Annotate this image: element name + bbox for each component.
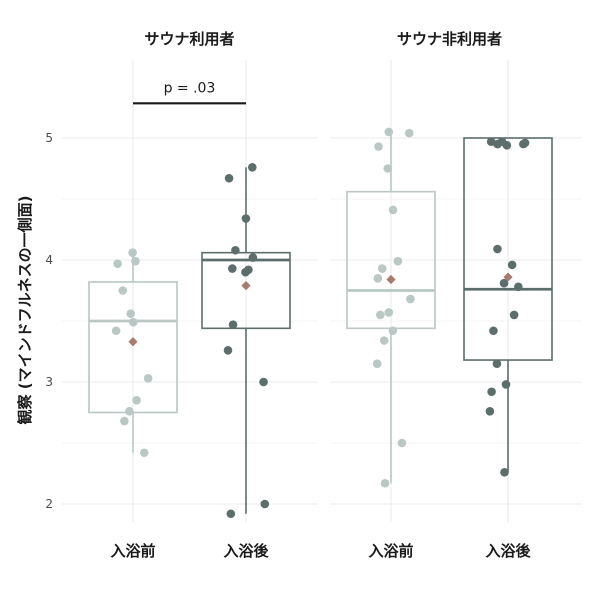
data-point xyxy=(489,326,498,336)
data-point xyxy=(379,336,389,345)
data-point xyxy=(373,274,383,283)
data-point xyxy=(231,245,240,255)
mean-marker xyxy=(386,274,396,285)
data-point xyxy=(487,387,496,397)
data-point xyxy=(118,286,128,295)
mark-layer xyxy=(88,102,553,519)
data-point xyxy=(241,267,250,277)
data-point xyxy=(260,499,270,509)
data-point xyxy=(374,142,383,151)
facet-title: サウナ非利用者 xyxy=(397,30,502,48)
box xyxy=(463,137,553,361)
x-tick-label: 入浴後 xyxy=(223,542,269,560)
data-point xyxy=(248,253,258,262)
data-point xyxy=(485,406,495,416)
data-point xyxy=(128,248,137,257)
data-point xyxy=(492,359,502,369)
data-point xyxy=(384,308,394,317)
data-point xyxy=(384,127,394,137)
data-point xyxy=(139,448,149,458)
y-tick-label: 5 xyxy=(45,131,53,145)
data-point xyxy=(224,173,234,183)
data-point xyxy=(509,310,519,320)
significance-label: p = .03 xyxy=(164,80,216,96)
data-point xyxy=(499,278,509,288)
data-point xyxy=(376,310,385,320)
data-point xyxy=(111,326,121,336)
data-point xyxy=(128,317,138,327)
data-point xyxy=(393,256,403,266)
y-tick-label: 3 xyxy=(45,375,53,389)
data-point xyxy=(120,416,129,426)
data-point xyxy=(388,205,398,215)
data-point xyxy=(493,139,502,149)
data-point xyxy=(377,264,387,273)
facet-title: サウナ利用者 xyxy=(144,30,234,48)
data-point xyxy=(247,162,257,172)
data-point xyxy=(500,467,509,477)
mean-marker xyxy=(241,281,251,291)
data-point xyxy=(507,260,517,270)
data-point xyxy=(372,359,382,369)
mean-marker xyxy=(503,272,513,282)
data-point xyxy=(228,320,238,329)
data-point xyxy=(241,214,251,223)
data-point xyxy=(388,326,398,336)
data-point xyxy=(132,396,141,405)
data-point xyxy=(228,264,237,273)
data-point xyxy=(406,294,415,304)
data-point xyxy=(131,256,140,266)
data-point xyxy=(223,345,233,355)
x-tick-label: 入浴前 xyxy=(110,542,155,560)
y-tick-label: 2 xyxy=(45,497,53,511)
data-point xyxy=(404,128,414,138)
data-point xyxy=(493,244,502,254)
data-point xyxy=(226,509,236,519)
data-point xyxy=(383,164,393,173)
data-point xyxy=(125,406,134,416)
data-point xyxy=(502,141,512,150)
data-point xyxy=(380,478,390,488)
y-tick-label: 4 xyxy=(45,253,53,267)
y-axis-title: 観察 (マインドフルネスの一側面) xyxy=(16,196,34,425)
x-tick-label: 入浴後 xyxy=(485,542,531,560)
data-point xyxy=(514,282,523,292)
data-point xyxy=(501,380,511,389)
data-point xyxy=(519,139,528,149)
data-point xyxy=(126,309,136,318)
data-point xyxy=(113,259,122,268)
data-point xyxy=(259,377,268,387)
data-point xyxy=(397,438,407,448)
data-point xyxy=(143,374,153,383)
x-tick-label: 入浴前 xyxy=(368,542,413,560)
mean-marker xyxy=(128,337,138,347)
box xyxy=(201,251,291,330)
